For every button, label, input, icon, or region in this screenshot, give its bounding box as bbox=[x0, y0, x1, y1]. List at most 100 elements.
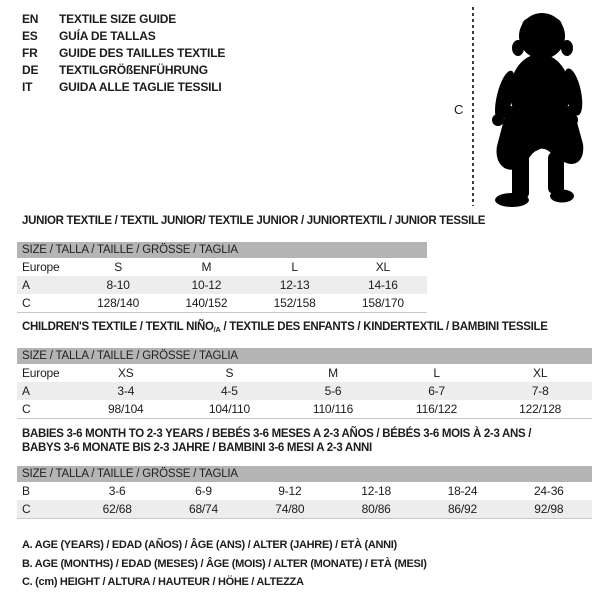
language-code: FR bbox=[22, 45, 38, 60]
table-cell: XS bbox=[117, 366, 134, 380]
legend-age-months: B. AGE (MONTHS) / EDAD (MESES) / ÂGE (MO… bbox=[22, 557, 427, 570]
table-cell: S bbox=[114, 260, 123, 274]
language-row-es: ES GUÍA DE TALLAS bbox=[22, 27, 225, 44]
table-cell: 10-12 bbox=[191, 278, 222, 292]
language-label: TEXTILGRÖßENFÜHRUNG bbox=[59, 62, 208, 77]
title-suffix: / TEXTILE DES ENFANTS / KINDERTEXTIL / B… bbox=[220, 321, 548, 333]
table-cell: 140/152 bbox=[185, 296, 228, 310]
baby-silhouette-icon bbox=[492, 13, 584, 207]
language-code: DE bbox=[22, 62, 39, 77]
babies-size-table: SIZE / TALLA / TAILLE / GRÖSSE / TAGLIA … bbox=[17, 466, 592, 519]
babies-table-title-line1: BABIES 3-6 MONTH TO 2-3 YEARS / BEBÉS 3-… bbox=[22, 428, 532, 440]
table-cell: 7-8 bbox=[531, 384, 549, 398]
height-measure-label: C bbox=[454, 102, 464, 117]
language-row-it: IT GUIDA ALLE TAGLIE TESSILI bbox=[22, 78, 225, 95]
children-textile-section: CHILDREN'S TEXTILE / TEXTIL NIÑO/A / TEX… bbox=[17, 320, 595, 419]
table-cell: 62/68 bbox=[102, 502, 132, 516]
table-cell: 68/74 bbox=[188, 502, 218, 516]
junior-size-table: SIZE / TALLA / TAILLE / GRÖSSE / TAGLIA … bbox=[17, 242, 427, 313]
table-cell: 80/86 bbox=[361, 502, 391, 516]
table-cell: 6-9 bbox=[195, 484, 212, 498]
language-code: ES bbox=[22, 28, 38, 43]
language-row-en: EN TEXTILE SIZE GUIDE bbox=[22, 10, 225, 27]
table-cell: M bbox=[328, 366, 338, 380]
height-measurement-figure: C bbox=[448, 4, 594, 212]
table-cell: 3-4 bbox=[117, 384, 135, 398]
language-code: IT bbox=[22, 79, 33, 94]
language-label: GUIDE DES TAILLES TEXTILE bbox=[59, 45, 226, 60]
table-cell: 5-6 bbox=[324, 384, 342, 398]
junior-textile-section: JUNIOR TEXTILE / TEXTIL JUNIOR/ TEXTILE … bbox=[17, 214, 595, 313]
table-cell: 14-16 bbox=[368, 278, 398, 292]
table-cell: 152/158 bbox=[273, 296, 316, 310]
table-cell: 12-18 bbox=[361, 484, 391, 498]
table-cell: XL bbox=[533, 366, 548, 380]
language-label: TEXTILE SIZE GUIDE bbox=[59, 11, 177, 26]
row-label: C bbox=[22, 402, 31, 416]
row-label: A bbox=[22, 384, 30, 398]
height-dashed-line bbox=[472, 7, 474, 206]
junior-table-rows: Europe S M L XL A 8-10 10-12 12-13 14-16 C 128/140 1… bbox=[17, 258, 427, 312]
table-cell: 18-24 bbox=[447, 484, 478, 498]
language-label: GUIDA ALLE TAGLIE TESSILI bbox=[59, 79, 222, 94]
table-row: C 128/140 140/152 152/158 158/170 bbox=[17, 294, 427, 312]
table-row: C 98/104 104/110 110/116 116/122 122/128 bbox=[17, 400, 592, 418]
table-cell: 12-13 bbox=[279, 278, 310, 292]
table-cell: 104/110 bbox=[208, 402, 250, 416]
legend-age-years: A. AGE (YEARS) / EDAD (AÑOS) / ÂGE (ANS)… bbox=[22, 539, 397, 551]
table-cell: S bbox=[225, 366, 234, 380]
title-subscript: /A bbox=[213, 325, 221, 334]
table-cell: 4-5 bbox=[221, 384, 238, 398]
row-label: Europe bbox=[22, 366, 60, 380]
language-list: EN TEXTILE SIZE GUIDE ES GUÍA DE TALLAS … bbox=[22, 10, 225, 95]
size-header-bar: SIZE / TALLA / TAILLE / GRÖSSE / TAGLIA bbox=[17, 242, 427, 258]
row-label: A bbox=[22, 278, 30, 292]
table-cell: 122/128 bbox=[519, 402, 562, 416]
table-cell: 74/80 bbox=[275, 502, 305, 516]
table-cell: 110/116 bbox=[312, 402, 354, 416]
row-label: C bbox=[22, 296, 31, 310]
row-label: C bbox=[22, 502, 31, 516]
measurement-legend: A. AGE (YEARS) / EDAD (AÑOS) / ÂGE (ANS)… bbox=[22, 536, 427, 592]
babies-table-rows: B 3-6 6-9 9-12 12-18 18-24 24-36 C 62/68 68/74 74/… bbox=[17, 482, 592, 518]
babies-textile-section: BABIES 3-6 MONTH TO 2-3 YEARS / BEBÉS 3-… bbox=[17, 427, 595, 519]
table-cell: XL bbox=[375, 260, 391, 274]
table-row: B 3-6 6-9 9-12 12-18 18-24 24-36 bbox=[17, 482, 592, 500]
table-cell: L bbox=[433, 366, 440, 380]
table-cell: 24-36 bbox=[533, 484, 564, 498]
legend-height-cm: C. (cm) HEIGHT / ALTURA / HAUTEUR / HÖHE… bbox=[22, 576, 304, 588]
size-header-bar: SIZE / TALLA / TAILLE / GRÖSSE / TAGLIA bbox=[17, 348, 592, 364]
table-cell: 116/122 bbox=[416, 402, 458, 416]
table-row: C 62/68 68/74 74/80 80/86 86/92 92/98 bbox=[17, 500, 592, 518]
table-cell: M bbox=[201, 260, 212, 274]
language-label: GUÍA DE TALLAS bbox=[59, 28, 156, 43]
table-row: Europe S M L XL bbox=[17, 258, 427, 276]
table-row: A 8-10 10-12 12-13 14-16 bbox=[17, 276, 427, 294]
table-cell: 128/140 bbox=[97, 296, 140, 310]
title-text: JUNIOR TEXTILE / TEXTIL JUNIOR/ TEXTILE … bbox=[22, 215, 486, 227]
table-row: Europe XS S M L XL bbox=[17, 364, 592, 382]
table-cell: L bbox=[291, 260, 298, 274]
babies-table-title-line2: BABYS 3-6 MONATE BIS 2-3 JAHRE / BAMBINI… bbox=[22, 442, 372, 454]
row-label: Europe bbox=[22, 260, 60, 274]
children-table-title: CHILDREN'S TEXTILE / TEXTIL NIÑO/A / TEX… bbox=[17, 320, 595, 337]
table-row: A 3-4 4-5 5-6 6-7 7-8 bbox=[17, 382, 592, 400]
language-row-fr: FR GUIDE DES TAILLES TEXTILE bbox=[22, 44, 225, 61]
children-size-table: SIZE / TALLA / TAILLE / GRÖSSE / TAGLIA … bbox=[17, 348, 592, 419]
table-cell: 98/104 bbox=[108, 402, 144, 416]
children-table-rows: Europe XS S M L XL A 3-4 4-5 5-6 6-7 7-8 C 98/104 104/… bbox=[17, 364, 592, 418]
table-cell: 3-6 bbox=[108, 484, 126, 498]
row-label: B bbox=[22, 484, 30, 498]
language-row-de: DE TEXTILGRÖßENFÜHRUNG bbox=[22, 61, 225, 78]
size-header-bar: SIZE / TALLA / TAILLE / GRÖSSE / TAGLIA bbox=[17, 466, 592, 482]
language-code: EN bbox=[22, 11, 39, 26]
table-cell: 158/170 bbox=[361, 296, 404, 310]
table-cell: 8-10 bbox=[106, 278, 130, 292]
table-cell: 86/92 bbox=[447, 502, 477, 516]
title-text: CHILDREN'S TEXTILE / TEXTIL NIÑO bbox=[22, 321, 214, 333]
table-cell: 92/98 bbox=[534, 502, 564, 516]
junior-table-title: JUNIOR TEXTILE / TEXTIL JUNIOR/ TEXTILE … bbox=[17, 214, 595, 231]
table-cell: 6-7 bbox=[428, 384, 445, 398]
table-cell: 9-12 bbox=[278, 484, 302, 498]
